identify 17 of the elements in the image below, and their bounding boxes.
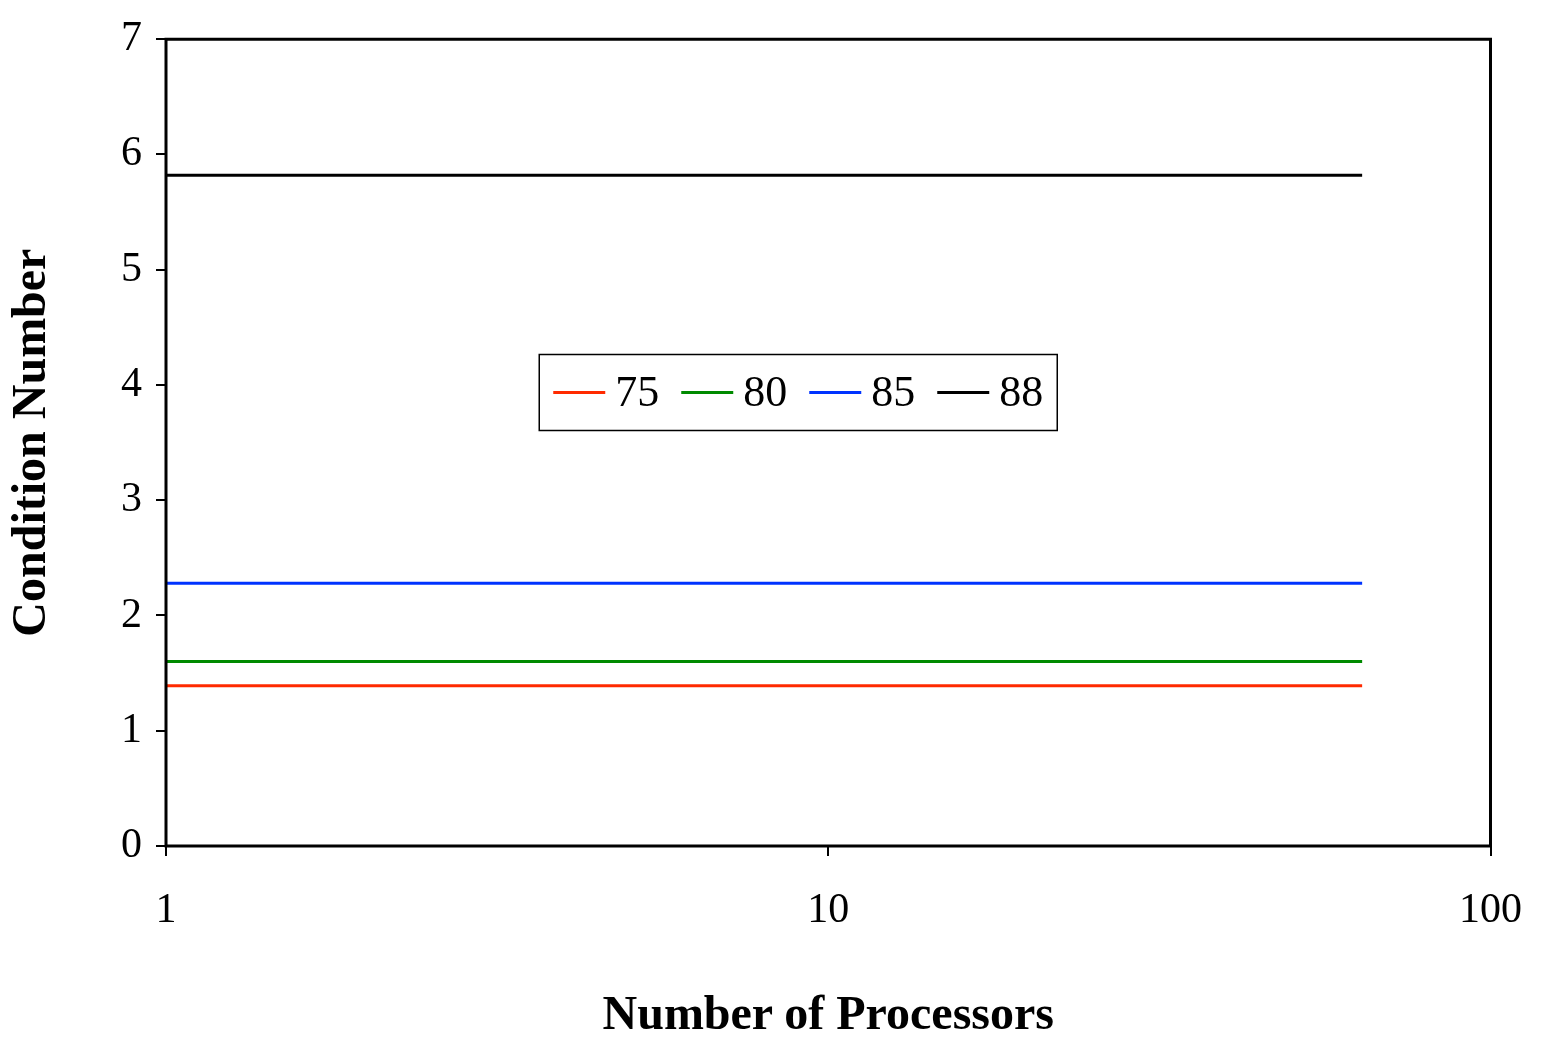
y-tick-label: 5 bbox=[121, 243, 142, 290]
y-tick-label: 0 bbox=[121, 820, 142, 867]
x-tick-label: 100 bbox=[1459, 885, 1522, 932]
legend-label: 88 bbox=[999, 367, 1044, 417]
y-tick-label: 3 bbox=[121, 474, 142, 521]
y-tick-label: 2 bbox=[121, 589, 142, 636]
y-tick-label: 4 bbox=[121, 359, 142, 405]
x-tick-label: 1 bbox=[155, 885, 177, 932]
legend-label: 75 bbox=[615, 367, 660, 417]
legend-label: 80 bbox=[743, 367, 788, 417]
legend-label: 85 bbox=[871, 367, 916, 417]
y-tick-label: 7 bbox=[121, 13, 142, 60]
x-tick-label: 10 bbox=[807, 885, 850, 932]
y-tick-label: 1 bbox=[121, 704, 142, 751]
y-axis-title: Condition Number bbox=[2, 248, 56, 637]
y-tick-label: 6 bbox=[121, 128, 142, 175]
x-axis-title: Number of Processors bbox=[602, 985, 1054, 1039]
